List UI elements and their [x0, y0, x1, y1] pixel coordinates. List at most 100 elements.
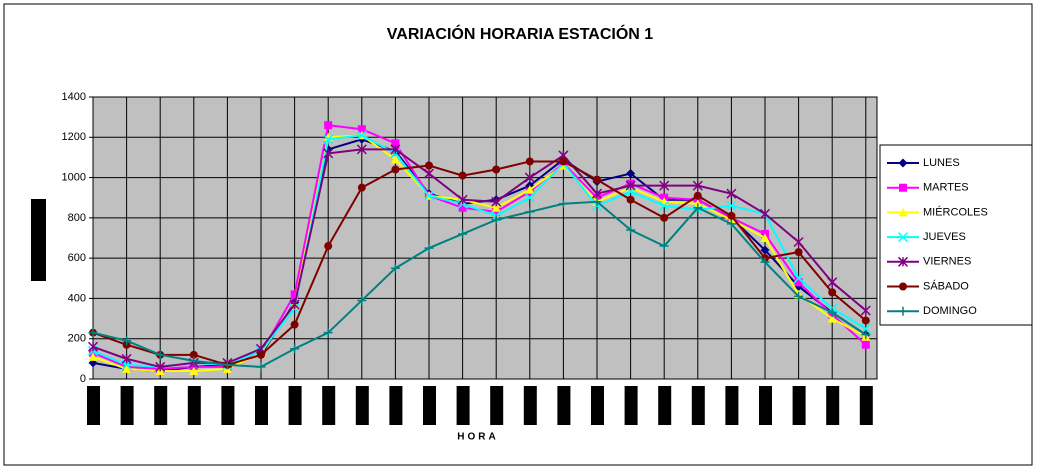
legend-label: MARTES	[923, 182, 969, 194]
legend-marker	[899, 282, 907, 291]
x-tick-label-redacted	[591, 386, 604, 425]
marker	[324, 242, 333, 251]
marker	[356, 130, 367, 141]
marker	[88, 352, 98, 361]
x-tick-label-redacted	[456, 386, 470, 425]
marker	[290, 290, 299, 299]
marker	[760, 245, 770, 255]
x-tick-label-redacted	[288, 386, 302, 425]
legend-label: DOMINGO	[923, 305, 977, 317]
marker	[491, 203, 501, 212]
marker	[357, 183, 366, 192]
marker	[155, 361, 166, 372]
marker	[391, 165, 400, 174]
x-tick-label-redacted	[759, 386, 772, 425]
x-tick-label-redacted	[389, 386, 403, 425]
marker	[794, 291, 804, 301]
marker	[492, 207, 501, 216]
legend-label: LUNES	[923, 157, 960, 169]
marker	[155, 350, 165, 360]
marker	[861, 316, 870, 325]
marker	[827, 314, 837, 323]
x-axis-label: HORA	[457, 432, 498, 443]
marker	[524, 172, 535, 183]
legend-marker	[898, 207, 908, 217]
y-axis-label-redacted	[31, 199, 46, 281]
series-line	[92, 200, 867, 368]
marker	[793, 273, 804, 284]
x-tick-label-redacted	[221, 386, 235, 425]
marker	[760, 257, 770, 267]
marker	[290, 320, 299, 329]
marker	[423, 168, 435, 179]
x-tick-label-redacted	[859, 386, 873, 425]
marker	[660, 213, 669, 222]
x-tick-label-redacted	[187, 386, 201, 425]
marker	[693, 203, 703, 213]
x-tick-label-redacted	[624, 386, 638, 425]
marker	[861, 330, 871, 340]
marker	[121, 353, 132, 364]
plot-frame	[92, 96, 878, 380]
y-tick-label: 200	[68, 333, 86, 345]
marker	[793, 236, 804, 248]
marker	[423, 190, 435, 201]
marker	[593, 175, 601, 184]
marker	[659, 180, 670, 191]
x-tick-label-redacted	[490, 386, 504, 425]
x-tick-label-redacted	[355, 386, 369, 425]
marker	[828, 288, 837, 297]
marker	[491, 196, 502, 207]
marker	[794, 248, 803, 257]
marker	[189, 350, 198, 359]
marker	[323, 328, 333, 338]
marker	[693, 191, 702, 200]
marker	[458, 171, 467, 180]
x-tick-label-redacted	[557, 386, 571, 425]
marker	[692, 180, 703, 191]
legend-marker	[899, 183, 907, 192]
marker	[323, 134, 334, 145]
marker	[189, 356, 199, 366]
x-tick-label-redacted	[322, 386, 336, 425]
marker	[391, 139, 400, 148]
marker	[189, 366, 199, 375]
marker	[558, 199, 568, 209]
marker	[726, 200, 737, 211]
legend-label: JUEVES	[923, 231, 966, 243]
marker	[861, 340, 870, 349]
chart-title: VARIACIÓN HORARIA ESTACIÓN 1	[387, 24, 653, 43]
legend-label: SÁBADO	[923, 279, 969, 292]
marker	[457, 194, 468, 205]
marker	[356, 144, 367, 155]
marker	[827, 308, 837, 318]
y-tick-label: 800	[68, 212, 86, 224]
marker	[760, 233, 770, 242]
legend-label: VIERNES	[923, 256, 971, 268]
x-tick-label-redacted	[725, 386, 739, 425]
marker	[726, 219, 736, 229]
marker	[390, 263, 400, 273]
marker	[860, 305, 871, 316]
marker	[592, 197, 602, 207]
x-tick-label-redacted	[658, 386, 672, 425]
x-tick-label-redacted	[154, 386, 168, 425]
x-tick-label-redacted	[255, 386, 268, 425]
marker	[324, 121, 333, 130]
x-tick-label-redacted	[87, 386, 100, 425]
marker	[559, 157, 568, 166]
marker	[525, 207, 535, 217]
x-tick-label-redacted	[423, 386, 436, 425]
marker	[88, 328, 98, 338]
marker	[256, 362, 266, 372]
legend-label: MIÉRCOLES	[923, 205, 988, 218]
marker	[626, 169, 636, 179]
marker	[794, 278, 803, 287]
marker	[222, 360, 232, 370]
x-tick-label-redacted	[691, 386, 705, 425]
x-tick-label-redacted	[120, 386, 134, 425]
y-tick-label: 400	[68, 292, 86, 304]
marker	[87, 341, 99, 352]
marker	[458, 229, 468, 239]
